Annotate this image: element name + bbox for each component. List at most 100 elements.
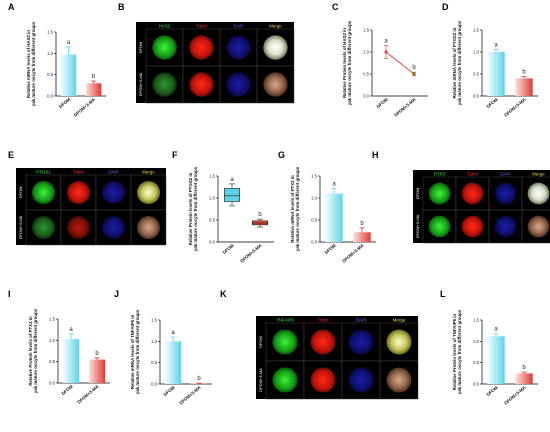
- oocyte: [66, 180, 91, 205]
- category-label: DFOM: [324, 243, 337, 255]
- oocyte: [152, 35, 177, 60]
- stain-label: Tubin: [318, 318, 329, 323]
- row-label: DFOM: [415, 188, 420, 200]
- y-axis-label-line: yak mature oocyte from different groups: [33, 308, 38, 393]
- significance-letter: a: [230, 177, 234, 183]
- row-label: DFOM+3-MA: [415, 214, 420, 238]
- oocyte: [272, 329, 298, 355]
- panel-letter-l: L: [440, 289, 446, 299]
- significance-letter: b: [412, 65, 416, 71]
- significance-letter: a: [69, 327, 73, 333]
- stain-label: Tubin: [196, 24, 207, 29]
- y-tick-label: 0.0: [473, 94, 479, 99]
- y-tick-label: 0.0: [311, 240, 317, 245]
- y-tick-label: 1.5: [151, 318, 157, 323]
- y-axis-label: Relative mRNA levels of TNFAIP6 inyak ma…: [130, 309, 140, 394]
- y-tick-label: 0.5: [363, 72, 369, 77]
- category-label: DFOM: [486, 97, 499, 109]
- y-axis-label-line: yak mature oocyte from different groups: [347, 20, 352, 105]
- y-tick-label: 0.5: [47, 72, 53, 77]
- bar: [62, 339, 80, 383]
- y-tick-label: 1.5: [49, 317, 55, 322]
- bar: [515, 373, 533, 384]
- category-label: DFOM+3-MA: [76, 383, 100, 404]
- stain-label: Tubin: [73, 170, 84, 175]
- category-label: DFOM: [163, 385, 176, 397]
- panel-letter-h: H: [372, 150, 379, 160]
- oocyte: [527, 215, 550, 238]
- stain-label: Merge: [269, 24, 282, 29]
- oocyte: [461, 215, 484, 238]
- significance-letter: b: [258, 212, 262, 218]
- chart-a: Relative mRNA levels of HAS2 inyak matur…: [26, 21, 106, 118]
- panel-letter-e: E: [8, 150, 14, 160]
- oocyte: [226, 35, 251, 60]
- panel-letter-c: C: [332, 2, 339, 12]
- oocyte: [386, 367, 412, 393]
- significance-letter: a: [494, 42, 498, 48]
- y-tick-label: 1.5: [209, 174, 215, 179]
- chart-f: Relative Protein levels of PTGS2 inyak m…: [188, 166, 274, 264]
- stain-label: HAS2: [159, 24, 171, 29]
- oocyte: [386, 329, 412, 355]
- y-axis-label: Relative Protein levels of TNFAIP6 inyak…: [452, 309, 462, 394]
- y-axis-label-line: Relative mRNA levels of HAS2 in: [26, 30, 31, 98]
- y-tick-label: 1.0: [209, 196, 215, 201]
- y-axis-label-line: Relative Protein levels of PTX3 in: [28, 316, 33, 386]
- stain-label: Merge: [393, 318, 406, 323]
- y-tick-label: 0.0: [363, 94, 369, 99]
- category-label: DFOM: [58, 97, 71, 109]
- chart-d: Relative mRNA levels of PTGS2 inyak matu…: [452, 20, 538, 118]
- y-axis-label-line: yak mature oocyte from different groups: [31, 21, 36, 106]
- significance-letter: b: [522, 70, 526, 76]
- stain-label: Merge: [142, 170, 155, 175]
- chart-g: Relative mRNA levels of PTX3 inyak matur…: [290, 166, 376, 264]
- significance-letter: b: [522, 365, 526, 371]
- oocyte: [66, 215, 91, 240]
- category-label: DFOM+3-MA: [341, 242, 365, 263]
- y-tick-label: 0.0: [473, 382, 479, 387]
- stain-label: DAPI: [233, 24, 243, 29]
- row-label: DFOM: [138, 42, 143, 54]
- oocyte: [226, 72, 251, 97]
- row-label: DFOM+3-MA: [138, 72, 143, 96]
- y-axis-label-line: yak mature oocyte from different groups: [457, 20, 462, 105]
- panel-letter-k: K: [220, 289, 227, 299]
- category-label: DFOM+3-MA: [178, 384, 202, 405]
- significance-letter: b: [95, 351, 99, 357]
- stain-label: DAPI: [356, 318, 366, 323]
- y-axis-label: Relative mRNA levels of PTX3 inyak matur…: [290, 166, 300, 251]
- panel-letter-b: B: [118, 2, 125, 12]
- y-axis-label: Relative mRNA levels of PTGS2 inyak matu…: [452, 20, 462, 105]
- category-label: DFOM: [222, 243, 235, 255]
- oocyte: [348, 329, 374, 355]
- bar: [60, 54, 77, 96]
- y-tick-label: 1.0: [473, 50, 479, 55]
- oocyte: [310, 367, 336, 393]
- y-tick-label: 1.5: [363, 28, 369, 33]
- y-axis-label-line: Relative mRNA levels of PTGS2 in: [452, 27, 457, 98]
- y-axis-label-line: Relative mRNA levels of PTX3 in: [290, 175, 295, 243]
- chart-l: Relative Protein levels of TNFAIP6 inyak…: [452, 309, 538, 406]
- oocyte: [31, 215, 56, 240]
- y-axis-label: Relative Protein levels of PTGS2 inyak m…: [188, 166, 198, 251]
- bar: [487, 336, 505, 384]
- oocyte: [461, 182, 484, 205]
- row-label: DFOM: [258, 336, 263, 348]
- significance-letter: a: [171, 330, 175, 336]
- panel-letter-d: D: [442, 2, 449, 12]
- data-point: [384, 50, 388, 54]
- y-axis-label-line: Relative mRNA levels of TNFAIP6 in: [130, 314, 135, 389]
- oocyte: [527, 182, 550, 205]
- series-line: [385, 51, 415, 75]
- significance-letter: a: [494, 327, 498, 333]
- category-label: DFOM+3-MA: [73, 96, 97, 117]
- oocyte: [263, 35, 288, 60]
- oocyte: [428, 215, 451, 238]
- category-label: DFOM+3-MA: [503, 96, 527, 117]
- oocyte: [348, 367, 374, 393]
- category-label: DFOM+3-MA: [503, 384, 527, 405]
- oocyte: [101, 215, 126, 240]
- bar: [487, 52, 505, 96]
